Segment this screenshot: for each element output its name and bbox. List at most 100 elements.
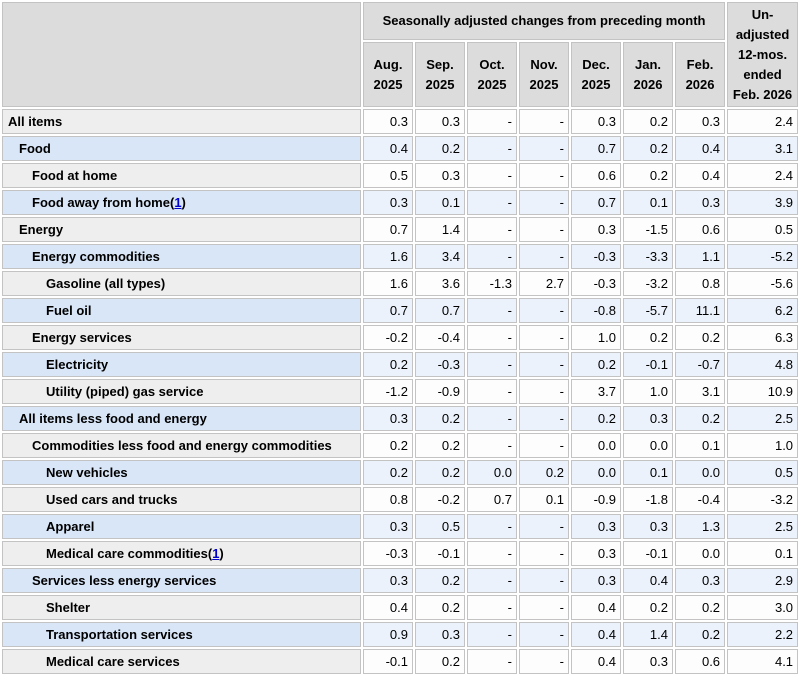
value-cell: - [467,433,517,458]
value-cell: 1.0 [571,325,621,350]
value-cell: 0.2 [623,325,673,350]
value-cell: 0.7 [571,190,621,215]
value-cell: 0.2 [415,433,465,458]
value-cell: - [467,190,517,215]
value-cell: 0.2 [415,595,465,620]
value-cell: 0.4 [675,163,726,188]
value-cell: - [467,352,517,377]
value-cell: -0.9 [415,379,465,404]
value-cell: -0.8 [571,298,621,323]
value-cell: - [467,379,517,404]
value-cell: 0.4 [571,622,621,647]
value-cell: 0.0 [623,433,673,458]
row-label: Energy [2,217,361,242]
value-cell: 0.2 [571,406,621,431]
value-cell: 0.2 [571,352,621,377]
value-cell: 0.4 [363,595,413,620]
value-cell: 0.1 [519,487,569,512]
value-cell: 0.4 [623,568,673,593]
value-cell: 0.6 [571,163,621,188]
value-cell: 0.1 [415,190,465,215]
value-cell: 2.9 [727,568,799,593]
value-cell: 0.3 [571,514,621,539]
value-cell: 0.0 [675,541,726,566]
value-cell: 0.7 [415,298,465,323]
row-label: Energy services [2,325,361,350]
month-header: Feb. 2026 [675,42,726,107]
footnote-link[interactable]: 1 [212,546,220,561]
value-cell: 3.9 [727,190,799,215]
value-cell: 0.8 [363,487,413,512]
value-cell: -5.7 [623,298,673,323]
table-row: Food at home 0.5 0.3- -0.6 0.2 0.4 2.4 [2,163,799,188]
footnote-link[interactable]: 1 [174,195,182,210]
value-cell: 2.5 [727,514,799,539]
value-cell: 2.5 [727,406,799,431]
value-cell: - [519,379,569,404]
value-cell: -0.3 [571,244,621,269]
value-cell: 3.1 [727,136,799,161]
value-cell: 3.6 [415,271,465,296]
value-cell: -0.3 [571,271,621,296]
value-cell: 1.4 [415,217,465,242]
value-cell: - [467,217,517,242]
value-cell: 0.3 [623,406,673,431]
value-cell: -0.1 [623,541,673,566]
value-cell: - [467,163,517,188]
value-cell: 1.4 [623,622,673,647]
value-cell: - [467,325,517,350]
value-cell: - [467,568,517,593]
value-cell: 0.0 [571,433,621,458]
table-row: Transportation services 0.9 0.3- -0.4 1.4 0.2… [2,622,799,647]
value-cell: 0.5 [363,163,413,188]
value-cell: 0.0 [675,460,726,485]
value-cell: 0.2 [623,109,673,134]
value-cell: -3.3 [623,244,673,269]
value-cell: -0.4 [675,487,726,512]
value-cell: 0.0 [467,460,517,485]
value-cell: 3.0 [727,595,799,620]
value-cell: -0.1 [363,649,413,674]
value-cell: 10.9 [727,379,799,404]
table-row: Services less energy services 0.3 0.2- -0.3… [2,568,799,593]
row-label: Medical care services [2,649,361,674]
row-label: Medical care commodities(1) [2,541,361,566]
value-cell: 0.0 [571,460,621,485]
value-cell: -5.6 [727,271,799,296]
value-cell: -0.3 [363,541,413,566]
unadjusted-12mo-header: Un-adjusted 12-mos. ended Feb. 2026 [727,2,799,107]
table-row: Apparel 0.3 0.5- -0.3 0.3 1.3 2.5 [2,514,799,539]
value-cell: 3.1 [675,379,726,404]
value-cell: 0.3 [623,649,673,674]
row-label: Food [2,136,361,161]
value-cell: -0.3 [415,352,465,377]
value-cell: 0.7 [571,136,621,161]
value-cell: - [519,433,569,458]
value-cell: - [519,649,569,674]
value-cell: 0.4 [675,136,726,161]
value-cell: 6.3 [727,325,799,350]
value-cell: 0.1 [623,190,673,215]
table-row: Energy commodities 1.6 3.4- - -0.3 -3.3 1.1 -5.… [2,244,799,269]
table-row: Shelter 0.4 0.2- -0.4 0.2 0.2 3.0 [2,595,799,620]
value-cell: 4.8 [727,352,799,377]
value-cell: - [519,622,569,647]
row-label: Energy commodities [2,244,361,269]
value-cell: - [519,163,569,188]
header-row-group: Seasonally adjusted changes from precedi… [2,2,799,107]
value-cell: 0.2 [363,352,413,377]
value-cell: - [467,541,517,566]
row-label: Shelter [2,595,361,620]
value-cell: - [519,244,569,269]
value-cell: 0.3 [363,109,413,134]
value-cell: 0.5 [727,460,799,485]
value-cell: 3.4 [415,244,465,269]
value-cell: 0.8 [675,271,726,296]
value-cell: -0.9 [571,487,621,512]
row-label: Apparel [2,514,361,539]
value-cell: -3.2 [623,271,673,296]
value-cell: - [467,109,517,134]
value-cell: 4.1 [727,649,799,674]
value-cell: - [519,298,569,323]
row-label: Electricity [2,352,361,377]
